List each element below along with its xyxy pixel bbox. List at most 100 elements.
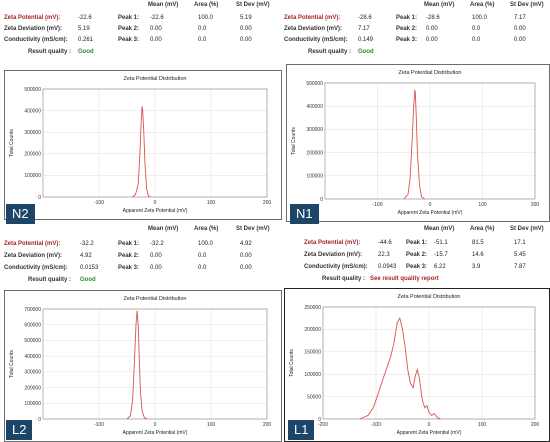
y-tick-label: 400000 <box>24 108 41 114</box>
stats-table: Mean (mV) Area (%) St Dev (mV) Zeta Pote… <box>284 0 550 62</box>
header-mean: Mean (mV) <box>424 2 455 8</box>
zeta-distribution-chart: Zeta Potential Distribution 0 100000 200000… <box>9 296 272 436</box>
zeta-potential-label: Zeta Potential (mV): <box>304 240 361 246</box>
peak-mean: -32.2 <box>150 241 164 247</box>
zeta-deviation-label: Zeta Deviation (mV): <box>4 26 63 32</box>
x-tick-label: 200 <box>531 202 540 208</box>
y-axis-label: Total Counts <box>291 127 297 155</box>
zeta-potential-label: Zeta Potential (mV): <box>4 241 61 247</box>
conductivity-value: 0.149 <box>358 37 374 43</box>
peak-label: Peak 3: <box>396 37 418 43</box>
conductivity-label: Conductivity (mS/cm): <box>304 264 368 270</box>
zeta-potential-label: Zeta Potential (mV): <box>284 15 341 21</box>
peak-area: 0.0 <box>472 37 481 43</box>
header-stdev: St Dev (mV) <box>510 2 544 8</box>
panel-l1: Mean (mV) Area (%) St Dev (mV) Zeta Pote… <box>284 224 550 442</box>
peak-area: 81.5 <box>472 240 484 246</box>
x-axis-label: Apparent Zeta Potential (mV) <box>398 210 463 216</box>
y-tick-label: 250000 <box>304 305 321 311</box>
plot-area <box>324 82 536 200</box>
header-area: Area (%) <box>470 2 495 8</box>
conductivity-label: Conductivity (mS/cm): <box>4 265 68 271</box>
zeta-deviation-label: Zeta Deviation (mV): <box>284 26 343 32</box>
peak-stdev: 5.19 <box>240 15 252 21</box>
y-tick-label: 100000 <box>24 401 41 407</box>
x-tick-label: 200 <box>263 200 272 206</box>
x-axis-label: Apparent Zeta Potential (mV) <box>123 430 188 436</box>
header-area: Area (%) <box>194 226 219 232</box>
y-tick-label: 600000 <box>24 323 41 329</box>
peak-stdev: 4.92 <box>240 241 252 247</box>
y-tick-label: 400000 <box>24 354 41 360</box>
y-axis-label: Total Counts <box>289 349 295 377</box>
x-tick-label: 200 <box>531 422 540 428</box>
panel-l2: Mean (mV) Area (%) St Dev (mV) Zeta Pote… <box>0 224 282 442</box>
peak-stdev: 7.17 <box>514 15 526 21</box>
peak-area: 0.0 <box>198 253 207 259</box>
zeta-deviation-value: 22.3 <box>378 252 390 258</box>
zeta-potential-value: -44.6 <box>378 240 392 246</box>
panel-n1: Mean (mV) Area (%) St Dev (mV) Zeta Pote… <box>284 0 550 224</box>
y-tick-label: 200000 <box>304 327 321 333</box>
peak-mean: 0.00 <box>150 37 162 43</box>
peak-area: 0.0 <box>198 37 207 43</box>
y-axis-label: Total Counts <box>9 129 15 157</box>
x-tick-label: 200 <box>263 422 272 428</box>
y-tick-label: 100000 <box>304 372 321 378</box>
peak-stdev: 5.45 <box>514 252 526 258</box>
conductivity-value: 0.0153 <box>80 265 99 271</box>
x-tick-label: 0 <box>428 422 431 428</box>
zeta-potential-value: -22.6 <box>78 15 92 21</box>
zeta-potential-value: -28.6 <box>358 15 372 21</box>
header-mean: Mean (mV) <box>148 226 179 232</box>
peak-label: Peak 2: <box>396 26 418 32</box>
peak-mean: 0.00 <box>150 26 162 32</box>
peak-label: Peak 2: <box>118 26 140 32</box>
x-tick-label: 100 <box>478 422 487 428</box>
chart-title: Zeta Potential Distribution <box>398 294 461 300</box>
peak-label: Peak 3: <box>118 37 140 43</box>
y-axis-label: Total Counts <box>9 350 15 378</box>
header-stdev: St Dev (mV) <box>510 226 544 232</box>
peak-area: 100.0 <box>198 241 214 247</box>
zeta-deviation-value: 7.17 <box>358 26 370 32</box>
peak-stdev: 17.1 <box>514 240 526 246</box>
header-mean: Mean (mV) <box>424 226 455 232</box>
y-tick-label: 200000 <box>24 152 41 158</box>
conductivity-label: Conductivity (mS/cm): <box>284 37 348 43</box>
zeta-deviation-label: Zeta Deviation (mV): <box>304 252 363 258</box>
peak-stdev: 0.00 <box>240 265 252 271</box>
peak-mean: -28.6 <box>426 15 440 21</box>
result-quality-label: Result quality : <box>28 277 72 283</box>
x-tick-label: -100 <box>372 202 382 208</box>
distribution-curve <box>403 89 426 200</box>
y-tick-label: 150000 <box>304 350 321 356</box>
peak-stdev: 7.87 <box>514 264 526 270</box>
x-tick-label: -100 <box>94 422 104 428</box>
peak-label: Peak 1: <box>406 240 428 246</box>
zeta-distribution-chart: Zeta Potential Distribution 0 100000 200000… <box>291 70 540 216</box>
y-tick-label: 100000 <box>24 173 41 179</box>
stats-table: Mean (mV) Area (%) St Dev (mV) Zeta Pote… <box>0 224 282 286</box>
stats-table: Mean (mV) Area (%) St Dev (mV) Zeta Pote… <box>0 0 282 62</box>
peak-stdev: 0.00 <box>240 26 252 32</box>
result-quality-value: Good <box>80 277 96 283</box>
peak-label: Peak 2: <box>118 253 140 259</box>
zeta-potential-label: Zeta Potential (mV): <box>4 15 61 21</box>
zeta-deviation-label: Zeta Deviation (mV): <box>4 253 63 259</box>
x-tick-label: 100 <box>207 422 216 428</box>
peak-area: 100.0 <box>472 15 488 21</box>
y-tick-label: 500000 <box>306 81 323 87</box>
distribution-curve <box>126 310 148 420</box>
y-tick-label: 0 <box>38 417 41 423</box>
y-tick-label: 500000 <box>24 87 41 93</box>
sample-tag: N2 <box>6 204 35 224</box>
x-tick-label: 0 <box>429 202 432 208</box>
conductivity-value: 0.0943 <box>378 264 397 270</box>
peak-area: 0.0 <box>198 265 207 271</box>
distribution-curve <box>132 106 151 198</box>
x-axis-label: Apparent Zeta Potential (mV) <box>123 208 188 214</box>
y-tick-label: 300000 <box>306 127 323 133</box>
sample-tag: L2 <box>6 420 33 440</box>
conductivity-label: Conductivity (mS/cm): <box>4 37 68 43</box>
